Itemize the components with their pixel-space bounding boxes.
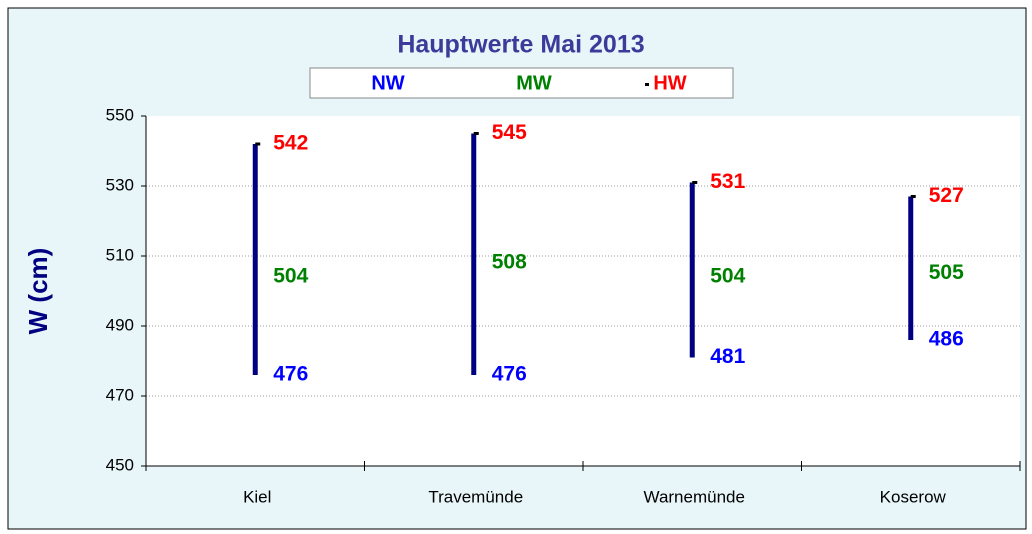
y-tick-label: 490 — [106, 315, 134, 334]
y-tick-label: 470 — [106, 385, 134, 404]
x-tick-label: Warnemünde — [644, 487, 745, 506]
legend-label: HW — [653, 72, 686, 94]
data-label: 542 — [273, 132, 308, 155]
y-tick-label: 450 — [106, 455, 134, 474]
x-tick-label: Kiel — [243, 487, 271, 506]
y-tick-label: 530 — [106, 175, 134, 194]
data-label: 504 — [273, 265, 308, 288]
data-label: 527 — [929, 184, 964, 207]
y-axis-label: W (cm) — [23, 248, 53, 335]
chart-title: Hauptwerte Mai 2013 — [397, 31, 644, 59]
x-tick-label: Travemünde — [428, 487, 523, 506]
legend-label: MW — [516, 72, 552, 94]
data-label: 508 — [492, 251, 527, 274]
data-label: 476 — [273, 363, 308, 386]
data-label: 486 — [929, 328, 964, 351]
y-tick-label: 550 — [106, 105, 134, 124]
plot-area — [146, 116, 1020, 466]
y-tick-label: 510 — [106, 245, 134, 264]
legend-box — [309, 67, 734, 99]
data-label: 545 — [492, 121, 527, 144]
data-label: 505 — [929, 261, 964, 284]
x-tick-label: Koserow — [880, 487, 947, 506]
data-label: 504 — [710, 265, 745, 288]
data-label: 481 — [710, 345, 745, 368]
data-label: 531 — [710, 170, 745, 193]
data-label: 476 — [492, 363, 527, 386]
legend-marker — [645, 83, 649, 86]
legend-label: NW — [371, 72, 404, 94]
